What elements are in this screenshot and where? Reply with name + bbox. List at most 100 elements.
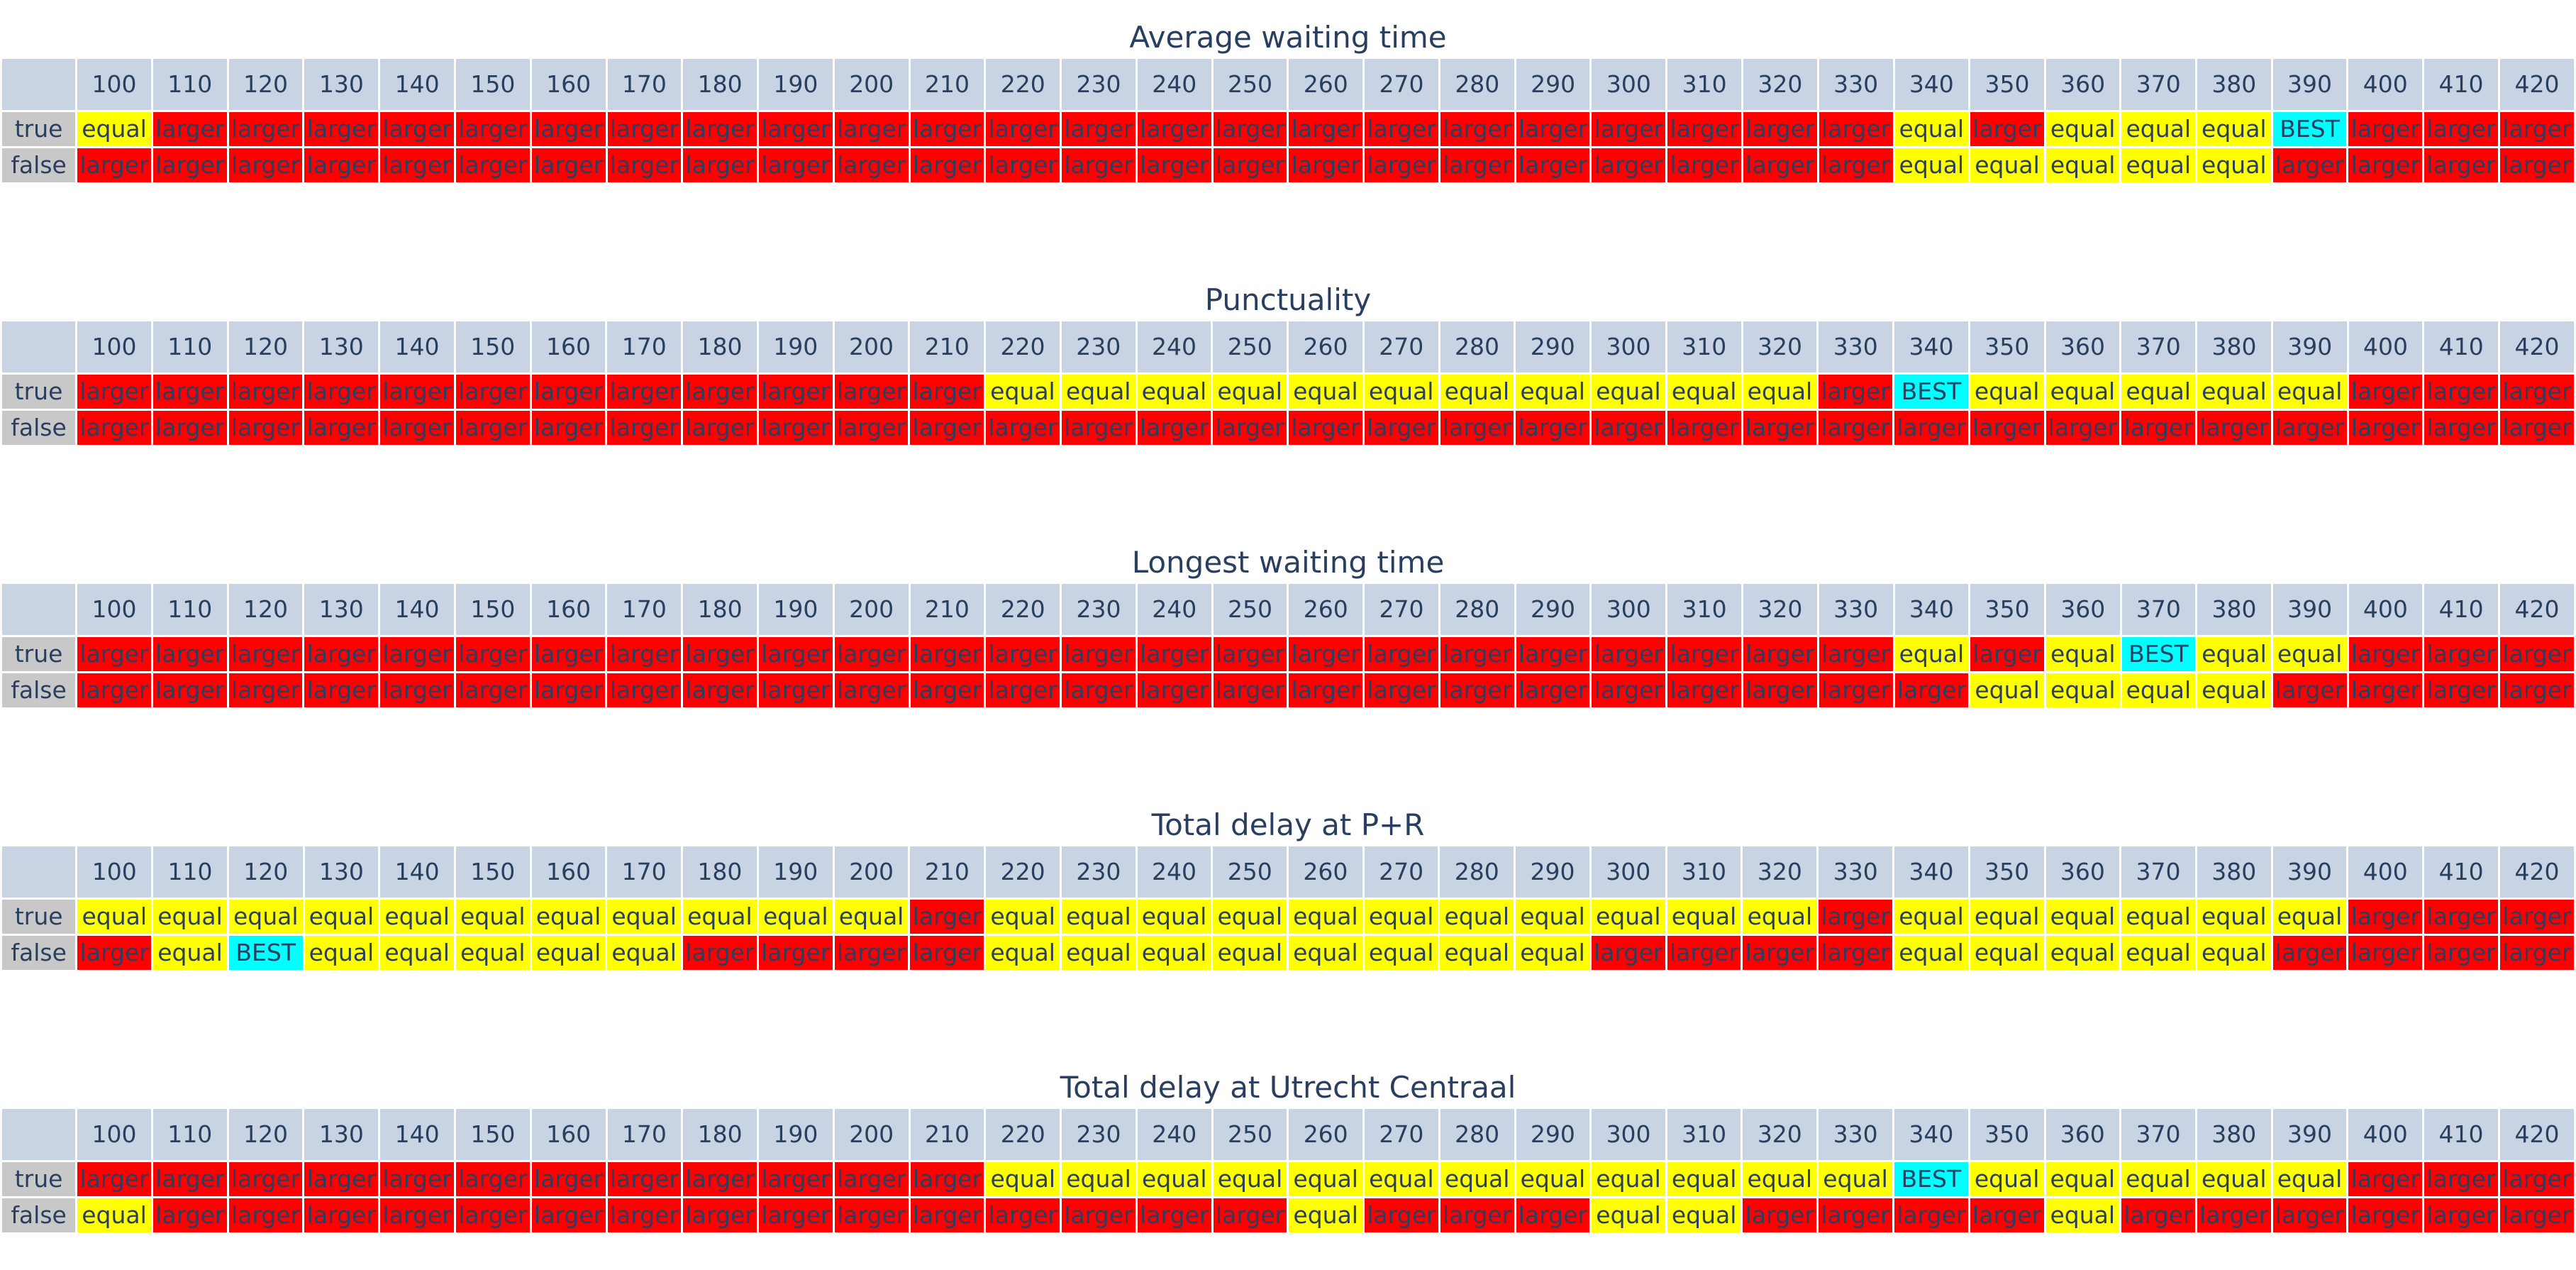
table-cell: larger: [683, 1198, 757, 1232]
table-cell: larger: [455, 1162, 530, 1196]
table-cell: equal: [1440, 900, 1514, 934]
table-cell: larger: [228, 148, 303, 182]
table-title: Total delay at Utrecht Centraal: [1060, 1070, 1516, 1105]
table-cell: larger: [152, 148, 227, 182]
result-table: 100 110 120 130 140 150 160 170 180 190 200 210 220 2…: [0, 844, 2576, 972]
column-header: 310: [1667, 1109, 1741, 1160]
table-cell: equal: [986, 375, 1060, 409]
column-header: 110: [152, 321, 227, 372]
column-header: 210: [910, 59, 984, 110]
table-cell: larger: [683, 936, 757, 970]
table-cell: equal: [1667, 375, 1741, 409]
table-cell: equal: [1516, 375, 1590, 409]
table-cell: equal: [1440, 375, 1514, 409]
table-cell: larger: [1592, 673, 1666, 707]
column-header: 390: [2272, 59, 2347, 110]
column-header: 250: [1213, 1109, 1287, 1160]
table-cell: larger: [228, 637, 303, 671]
table-cell: equal: [1289, 900, 1362, 934]
column-header: 190: [758, 846, 833, 898]
table-panel: Total delay at P+R 100 110 120 130 140 150 160 1…: [0, 807, 2576, 1007]
table-cell: larger: [2424, 637, 2499, 671]
column-header: 190: [758, 321, 833, 372]
column-header: 400: [2348, 846, 2423, 898]
table-cell: larger: [455, 637, 530, 671]
column-header: 310: [1667, 846, 1741, 898]
table-cell: equal: [607, 900, 681, 934]
table-cell: equal: [2121, 673, 2196, 707]
column-header: 190: [759, 59, 833, 110]
table-cell: larger: [759, 1162, 833, 1196]
column-header: 290: [1516, 846, 1589, 898]
table-cell: equal: [1364, 375, 1438, 409]
table-cell: larger: [1819, 411, 1893, 445]
column-header: 120: [228, 846, 303, 898]
table-cell: larger: [1440, 411, 1514, 445]
table-cell: larger: [2272, 148, 2347, 182]
table-cell: larger: [1137, 637, 1211, 671]
table-cell: equal: [1213, 936, 1287, 970]
row-label: false: [2, 1198, 76, 1232]
table-cell: larger: [455, 1198, 530, 1232]
table-cell: larger: [1516, 1198, 1590, 1232]
column-header: 200: [834, 321, 909, 372]
column-header: 280: [1440, 59, 1514, 110]
table-cell: larger: [380, 375, 454, 409]
table-cell: larger: [683, 112, 757, 146]
table-cell: larger: [1289, 112, 1363, 146]
table-cell: equal: [1364, 1162, 1438, 1196]
column-header: 210: [910, 584, 984, 635]
table-cell: equal: [2045, 148, 2120, 182]
table-cell: equal: [1289, 375, 1362, 409]
table-cell: equal: [1516, 936, 1589, 970]
table-cell: equal: [2197, 375, 2271, 409]
table-cell: equal: [2272, 375, 2347, 409]
table-cell: larger: [228, 673, 303, 707]
table-cell: larger: [1819, 900, 1893, 934]
column-header: 400: [2348, 584, 2423, 635]
table-title: Punctuality: [1204, 282, 1372, 317]
column-header: 390: [2272, 846, 2347, 898]
column-header: 220: [986, 321, 1060, 372]
column-header: 190: [759, 1109, 833, 1160]
table-cell: larger: [986, 411, 1060, 445]
table-cell: equal: [1819, 1162, 1892, 1196]
table-panel: Longest waiting time 100 110 120 130 140 150 16…: [0, 545, 2576, 745]
table-cell: larger: [1364, 1198, 1438, 1232]
table-cell: equal: [2045, 936, 2120, 970]
table-cell: equal: [1213, 1162, 1287, 1196]
table-cell: larger: [1289, 148, 1363, 182]
table-cell: larger: [380, 411, 454, 445]
column-header: 420: [2499, 1109, 2574, 1160]
table-cell: larger: [380, 1162, 454, 1196]
table-cell: larger: [759, 148, 833, 182]
table-cell: larger: [1592, 148, 1666, 182]
table-cell: larger: [1062, 673, 1136, 707]
column-header: 240: [1137, 59, 1211, 110]
table-cell: larger: [1516, 673, 1590, 707]
table-cell: larger: [2499, 1162, 2574, 1196]
column-header: 160: [531, 1109, 606, 1160]
table-row: false larger equal BEST equal equal equal equal…: [2, 936, 2574, 970]
column-header: 230: [1061, 321, 1136, 372]
column-header: 110: [152, 584, 227, 635]
column-header: 180: [683, 584, 757, 635]
table-cell: larger: [1819, 637, 1893, 671]
table-cell: larger: [1667, 148, 1741, 182]
table-cell: larger: [2424, 375, 2499, 409]
table-cell: equal: [153, 900, 227, 934]
table-cell: equal: [1970, 936, 2044, 970]
table-cell: larger: [2424, 1198, 2498, 1232]
table-cell: larger: [1213, 411, 1287, 445]
table-cell: equal: [986, 936, 1060, 970]
table-cell: larger: [1894, 673, 1969, 707]
table-cell: larger: [304, 375, 379, 409]
table-cell: equal: [1440, 1162, 1514, 1196]
column-header: 360: [2045, 59, 2120, 110]
table-cell: equal: [1667, 1162, 1741, 1196]
column-header: 420: [2499, 59, 2574, 110]
column-header: 240: [1137, 846, 1211, 898]
table-cell: equal: [1591, 900, 1665, 934]
table-cell: equal: [531, 900, 606, 934]
column-header: 300: [1592, 321, 1665, 372]
